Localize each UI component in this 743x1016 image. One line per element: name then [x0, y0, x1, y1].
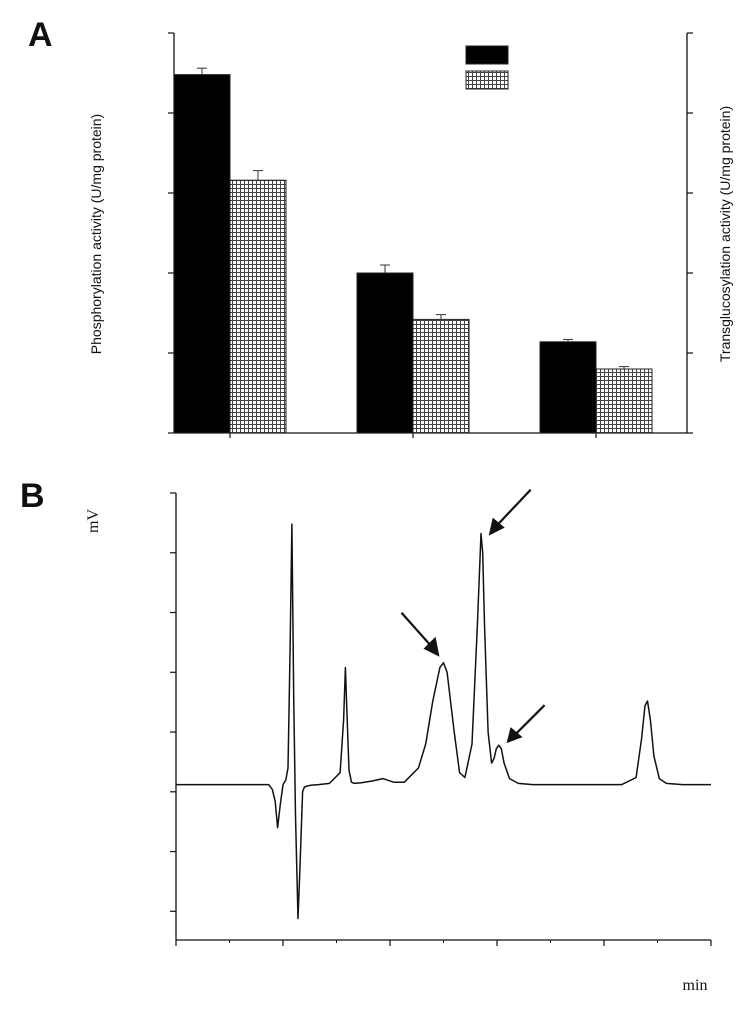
a-bar-transglucosylation — [412, 318, 470, 434]
b-xlabel: min — [683, 977, 708, 994]
panel-a-letter: A — [28, 16, 53, 54]
panel-b-letter: B — [20, 477, 45, 515]
a-legend — [465, 45, 509, 90]
b-annotations — [400, 488, 546, 744]
a-bar-phosphorylation — [356, 272, 414, 434]
a-bar-transglucosylation — [229, 179, 287, 434]
a-bar-transglucosylation — [595, 368, 653, 434]
b-ylabel: mV — [85, 509, 102, 533]
b-arrowhead-1aGG — [506, 727, 523, 744]
a-legend-swatch-phosphorylation — [465, 45, 509, 65]
a-bar-phosphorylation — [539, 341, 597, 434]
a-y2label: Transglucosylation activity (U/mg protei… — [717, 106, 733, 362]
b-trace-line — [176, 523, 711, 920]
panel-a-bar-chart: A Phosphorylation activity (U/mg protein… — [28, 16, 733, 438]
b-arrowhead-2aGG — [488, 517, 505, 536]
a-ylabel: Phosphorylation activity (U/mg protein) — [88, 114, 104, 354]
panel-b-chromatogram: B mV min — [20, 477, 712, 994]
b-arrow-2aGG — [495, 488, 532, 527]
a-bar-phosphorylation — [173, 74, 231, 434]
b-trace — [176, 523, 711, 920]
b-arrow-frucose — [400, 611, 435, 650]
a-bars — [173, 67, 653, 434]
b-axes — [170, 492, 712, 946]
a-legend-swatch-transglucosylation — [465, 70, 509, 90]
b-arrow-1aGG — [513, 704, 546, 736]
b-arrowhead-frucose — [423, 636, 440, 657]
